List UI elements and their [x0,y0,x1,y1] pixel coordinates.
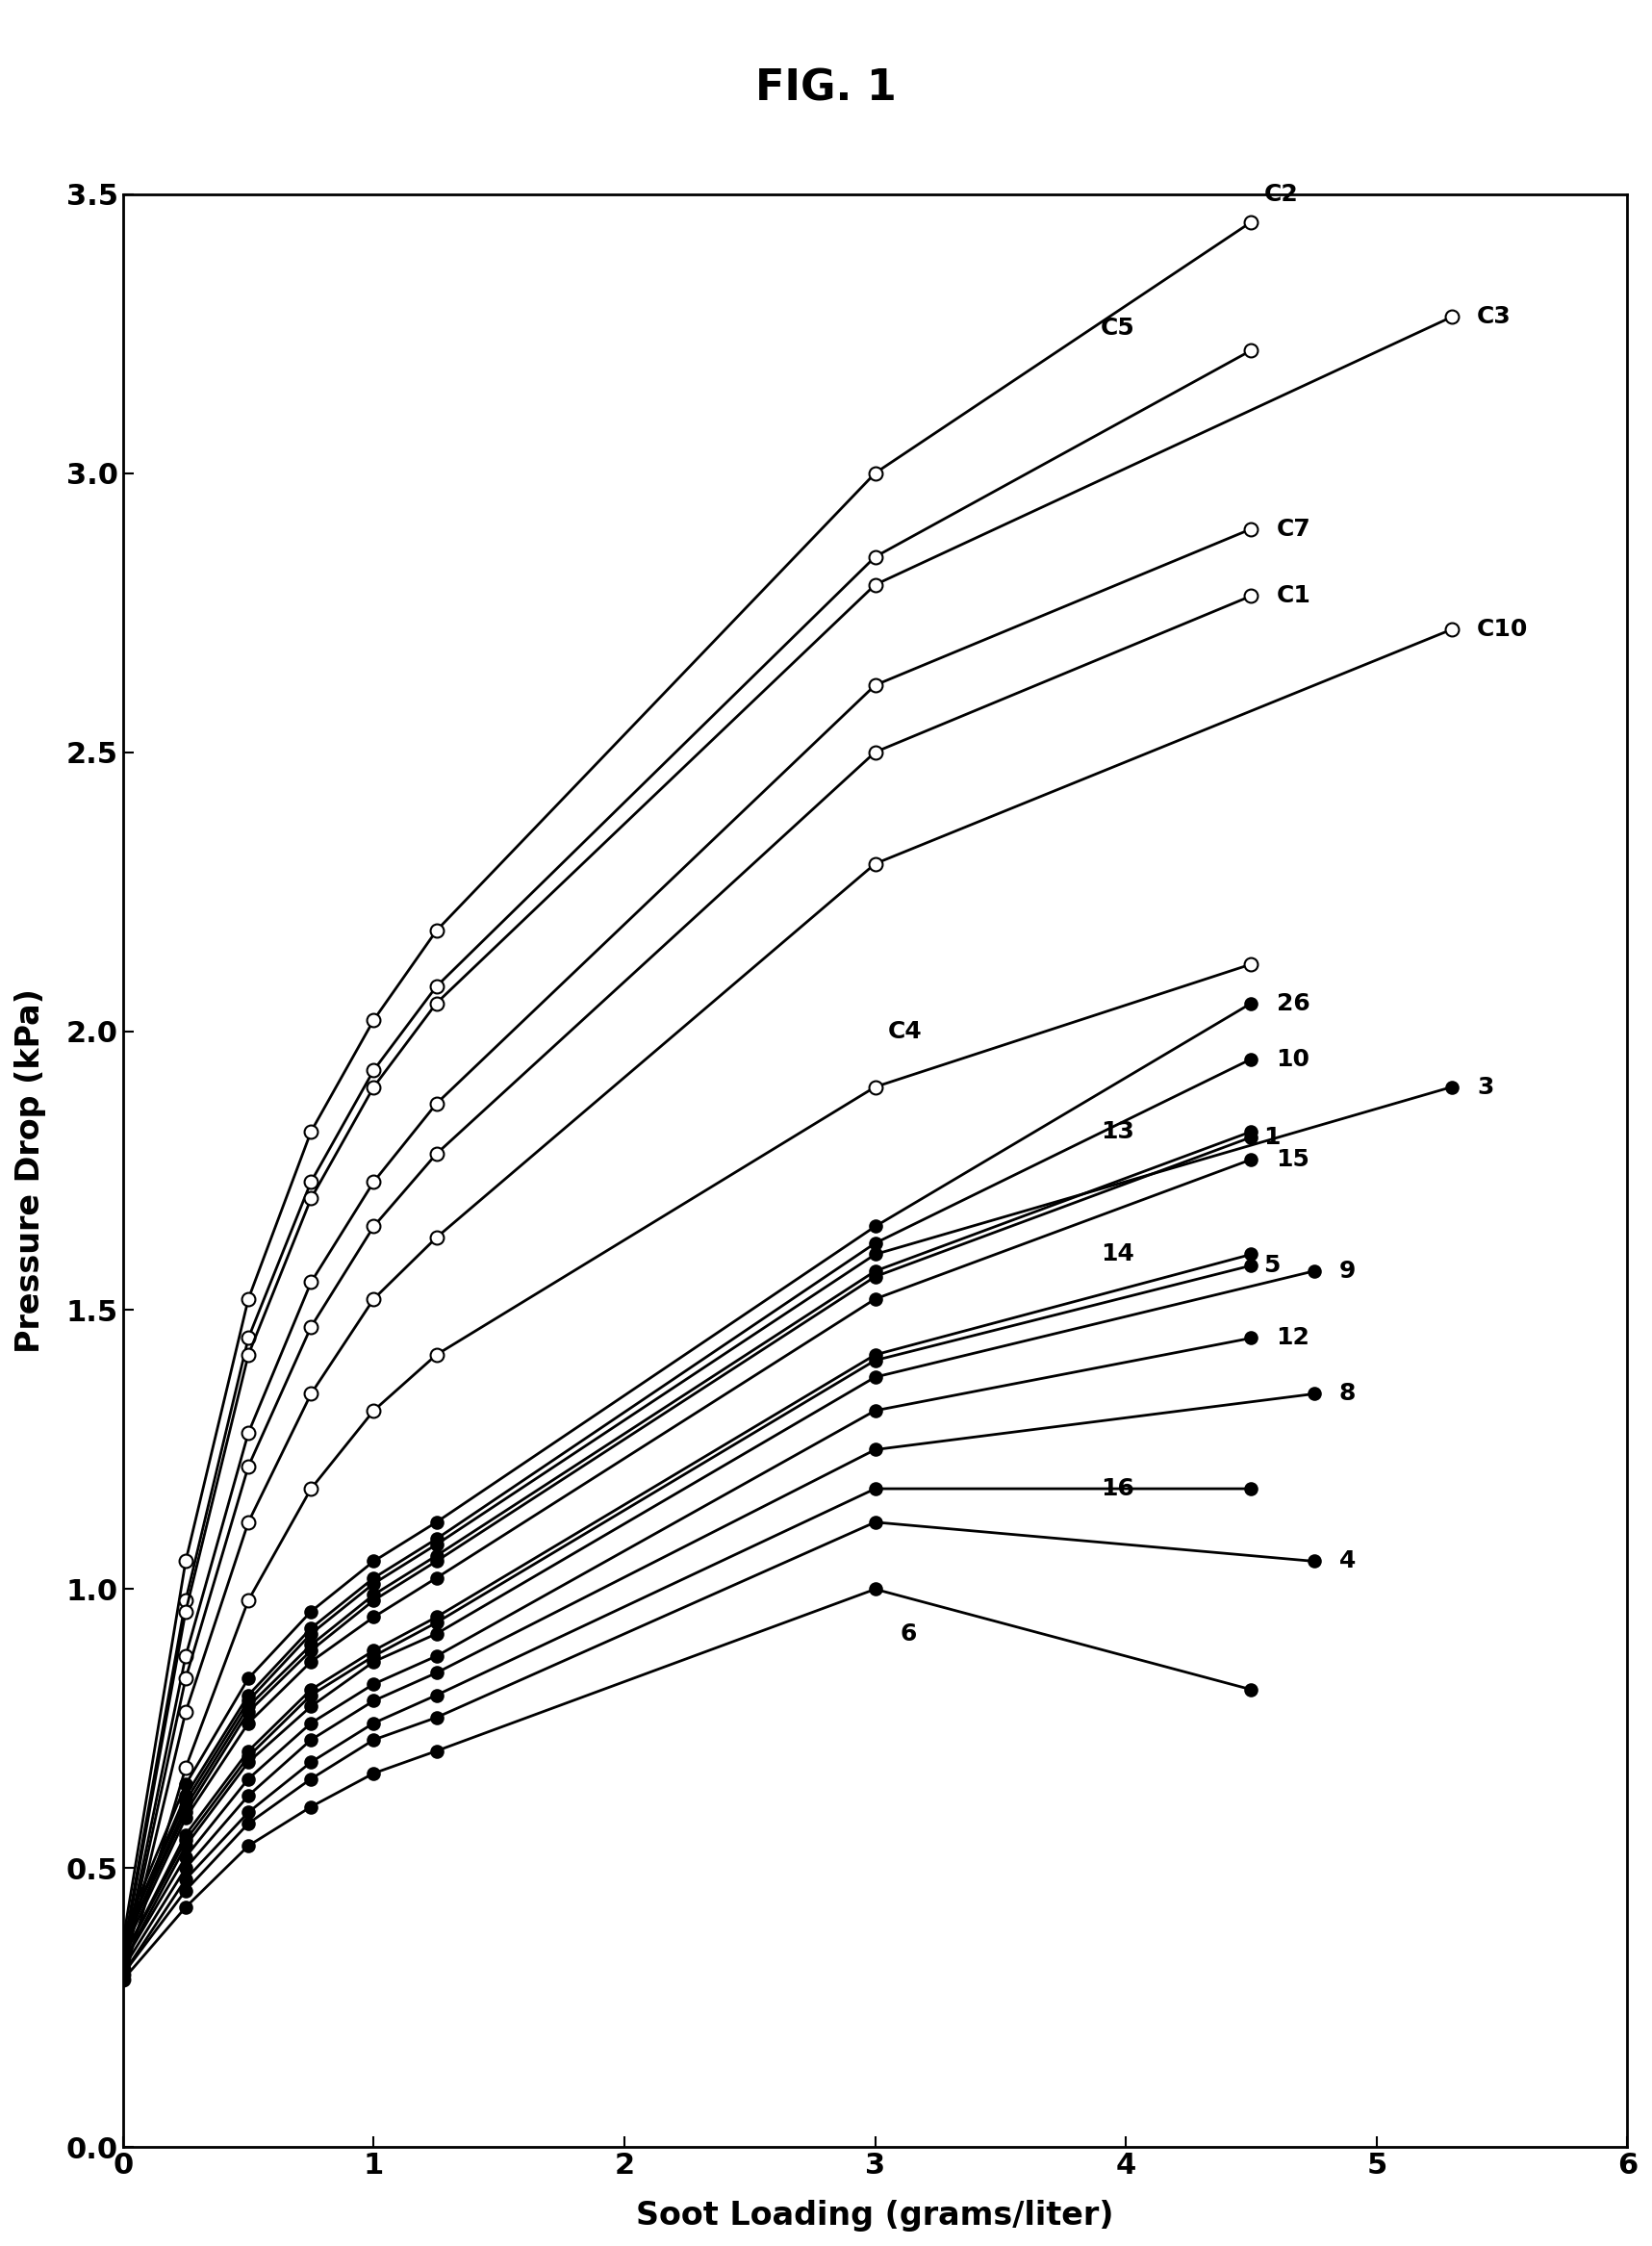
Text: 12: 12 [1277,1327,1310,1350]
Text: 16: 16 [1100,1478,1135,1500]
Text: 10: 10 [1277,1047,1310,1071]
Y-axis label: Pressure Drop (kPa): Pressure Drop (kPa) [15,988,46,1352]
Text: 9: 9 [1340,1260,1356,1282]
Text: 4: 4 [1340,1550,1356,1572]
Text: 6: 6 [900,1622,917,1646]
Text: FIG. 1: FIG. 1 [755,67,897,108]
Text: 26: 26 [1277,993,1310,1015]
Text: 5: 5 [1264,1253,1280,1278]
Text: 14: 14 [1100,1242,1135,1267]
Text: 15: 15 [1277,1148,1310,1170]
Text: C3: C3 [1477,305,1512,328]
Text: 3: 3 [1477,1076,1493,1098]
Text: C7: C7 [1277,517,1310,541]
Text: C10: C10 [1477,618,1528,640]
Text: C2: C2 [1264,182,1298,207]
Text: C1: C1 [1277,584,1310,606]
Text: C4: C4 [887,1020,922,1042]
Text: 13: 13 [1100,1121,1135,1143]
Text: 8: 8 [1340,1381,1356,1406]
X-axis label: Soot Loading (grams/liter): Soot Loading (grams/liter) [636,2199,1113,2233]
Text: 1: 1 [1264,1125,1280,1148]
Text: C5: C5 [1100,317,1135,339]
